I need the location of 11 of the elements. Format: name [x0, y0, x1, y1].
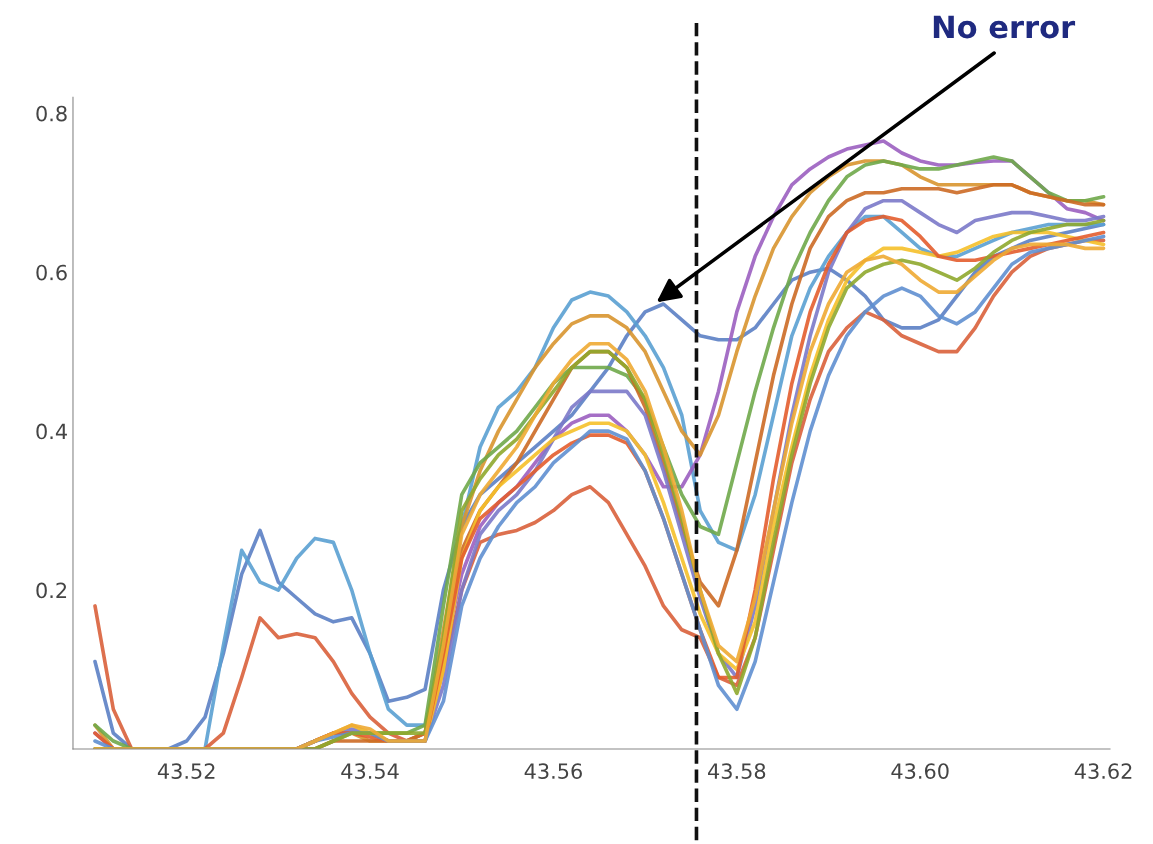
y-tick-label: 0.8 — [36, 105, 67, 122]
x-tick-label: 43.54 — [341, 763, 399, 779]
y-tick-label: 0.4 — [36, 423, 67, 440]
x-tick-label: 43.62 — [1074, 763, 1132, 779]
text: No error — [933, 15, 1076, 39]
y-tick-label: 0.6 — [36, 264, 67, 281]
x-tick-label: 43.60 — [891, 763, 949, 779]
y-tick-label: 0.2 — [36, 582, 67, 599]
x-tick-label: 43.52 — [157, 763, 215, 779]
x-tick-label: 43.58 — [708, 763, 766, 779]
x-tick-label: 43.56 — [524, 763, 582, 779]
